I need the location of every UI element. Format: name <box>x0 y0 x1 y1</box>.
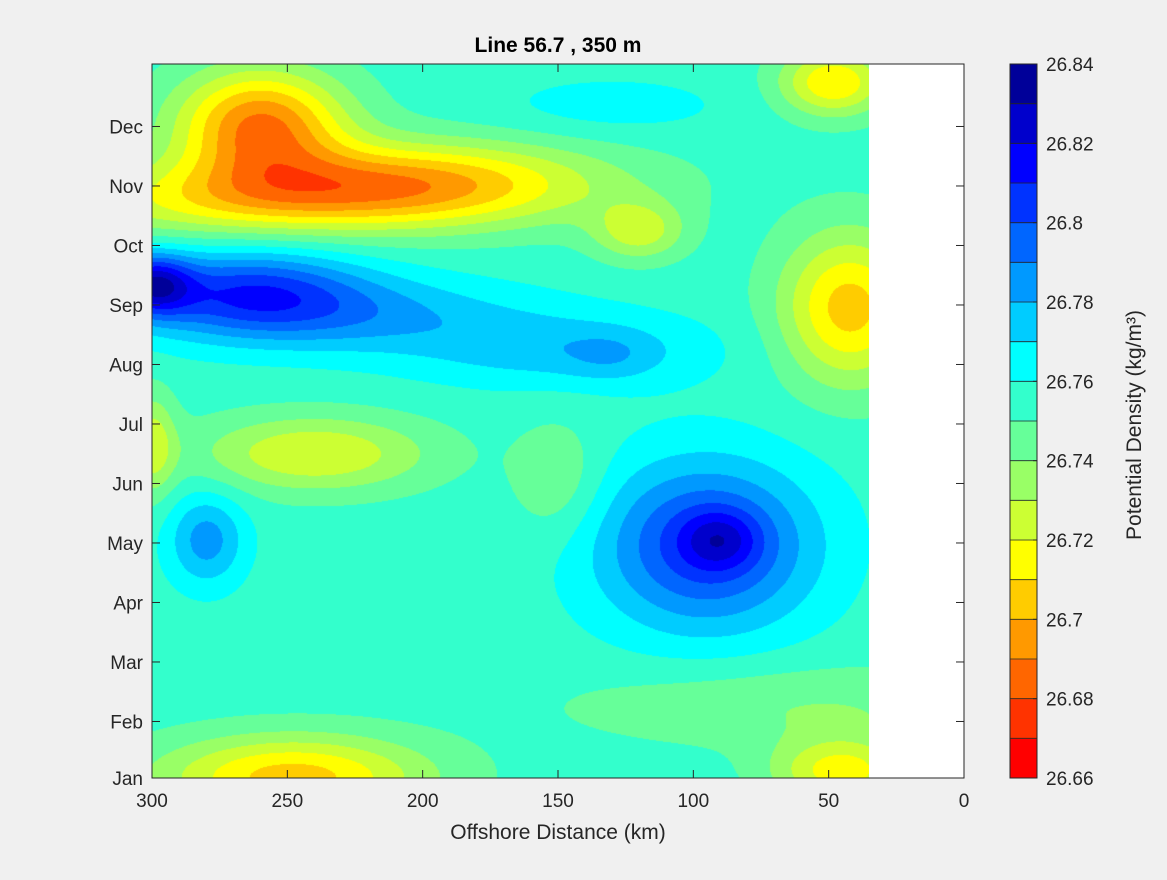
colorbar-tick-label: 26.84 <box>1046 55 1094 76</box>
colorbar-segment <box>1010 183 1037 224</box>
colorbar-segment <box>1010 103 1037 144</box>
colorbar-tick-label: 26.74 <box>1046 452 1094 473</box>
y-tick-label: Aug <box>109 355 143 376</box>
chart-title: Line 56.7 , 350 m <box>475 34 642 57</box>
x-tick-label: 0 <box>959 791 970 812</box>
y-tick-label: Nov <box>109 177 143 198</box>
y-tick-label: Jan <box>112 769 143 790</box>
colorbar-segment <box>1010 421 1037 462</box>
colorbar-tick-label: 26.8 <box>1046 214 1083 235</box>
x-tick-label: 150 <box>542 791 574 812</box>
colorbar-tick-label: 26.78 <box>1046 293 1094 314</box>
colorbar-segment <box>1010 262 1037 303</box>
colorbar-segment <box>1010 143 1037 184</box>
colorbar-segment <box>1010 738 1037 779</box>
colorbar-segment <box>1010 579 1037 620</box>
y-tick-label: Jul <box>119 415 143 436</box>
colorbar-tick-label: 26.82 <box>1046 134 1094 155</box>
colorbar-segment <box>1010 460 1037 501</box>
colorbar-segment <box>1010 64 1037 105</box>
x-axis-ticks: 300 250 200 150 100 50 0 <box>136 64 969 812</box>
colorbar-segment <box>1010 619 1037 660</box>
colorbar-segment <box>1010 540 1037 581</box>
x-tick-label: 50 <box>818 791 839 812</box>
colorbar-segment <box>1010 222 1037 263</box>
x-tick-label: 200 <box>407 791 439 812</box>
y-tick-label: Mar <box>110 653 143 674</box>
y-tick-label: Oct <box>113 236 143 257</box>
contour-plot-area <box>152 64 869 778</box>
y-tick-label: Dec <box>109 117 143 138</box>
colorbar-segment <box>1010 341 1037 382</box>
x-tick-label: 300 <box>136 791 168 812</box>
y-tick-label: Sep <box>109 296 143 317</box>
colorbar-segment <box>1010 698 1037 739</box>
colorbar-tick-label: 26.66 <box>1046 769 1094 790</box>
colorbar-tick-label: 26.72 <box>1046 531 1094 552</box>
x-tick-label: 100 <box>677 791 709 812</box>
colorbar-tick-label: 26.76 <box>1046 372 1094 393</box>
colorbar-segment <box>1010 659 1037 700</box>
y-tick-label: May <box>107 534 143 555</box>
y-tick-label: Feb <box>110 712 143 733</box>
colorbar-segment <box>1010 302 1037 343</box>
colorbar-segment <box>1010 381 1037 422</box>
colorbar: 26.84 26.82 26.8 26.78 26.76 26.74 26.72 26.7 26… <box>1009 55 1094 790</box>
colorbar-frame <box>1009 63 1038 779</box>
colorbar-segment <box>1010 500 1037 541</box>
y-tick-label: Jun <box>112 474 143 495</box>
y-tick-label: Apr <box>113 593 143 614</box>
colorbar-label: Potential Density (kg/m³) <box>1123 310 1146 540</box>
x-tick-label: 250 <box>271 791 303 812</box>
colorbar-tick-label: 26.68 <box>1046 690 1094 711</box>
colorbar-tick-label: 26.7 <box>1046 610 1083 631</box>
y-axis-ticks: Jan Feb Mar Apr May Jun Jul Aug Sep Oct Nov Dec <box>107 117 964 790</box>
x-axis-label: Offshore Distance (km) <box>450 821 666 844</box>
